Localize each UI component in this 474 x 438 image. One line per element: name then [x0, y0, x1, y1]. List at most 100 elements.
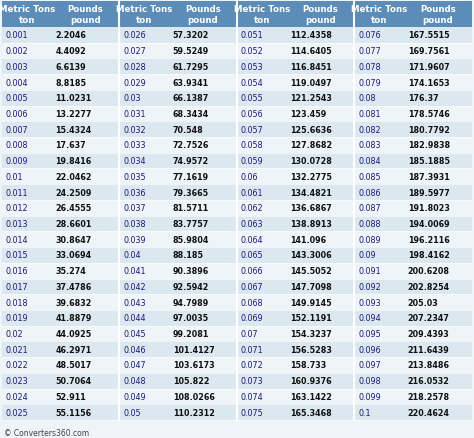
Text: 0.067: 0.067 [241, 282, 264, 291]
Text: 125.6636: 125.6636 [291, 125, 332, 134]
Bar [237, 169, 355, 185]
Text: 178.5746: 178.5746 [408, 110, 450, 119]
Bar [237, 201, 355, 216]
Bar [119, 404, 237, 420]
Text: pound: pound [423, 16, 453, 25]
Bar [355, 59, 472, 75]
Bar [2, 357, 119, 373]
Bar [119, 216, 237, 232]
Text: 24.2509: 24.2509 [55, 188, 92, 197]
Text: 0.02: 0.02 [6, 329, 24, 338]
Bar [2, 342, 119, 357]
Bar [119, 326, 237, 342]
Bar [237, 342, 355, 357]
Text: 182.9838: 182.9838 [408, 141, 450, 150]
Bar [119, 389, 237, 404]
Text: 50.7064: 50.7064 [55, 376, 91, 385]
Text: 19.8416: 19.8416 [55, 157, 91, 166]
Text: 0.097: 0.097 [358, 360, 381, 370]
Text: 68.3434: 68.3434 [173, 110, 209, 119]
Text: 11.0231: 11.0231 [55, 94, 91, 103]
Text: 0.083: 0.083 [358, 141, 381, 150]
Text: 169.7561: 169.7561 [408, 47, 449, 56]
Text: 85.9804: 85.9804 [173, 235, 209, 244]
Bar [2, 28, 119, 44]
Text: 187.3931: 187.3931 [408, 173, 450, 181]
Text: 88.185: 88.185 [173, 251, 204, 260]
Bar [119, 2, 237, 28]
Bar [119, 185, 237, 201]
Bar [2, 295, 119, 310]
Text: 63.9341: 63.9341 [173, 78, 209, 87]
Bar [2, 310, 119, 326]
Bar [2, 279, 119, 295]
Text: 74.9572: 74.9572 [173, 157, 209, 166]
Text: 0.096: 0.096 [358, 345, 381, 354]
Text: Pounds: Pounds [302, 5, 338, 14]
Text: 0.056: 0.056 [241, 110, 264, 119]
Text: 39.6832: 39.6832 [55, 298, 92, 307]
Text: Metric Tons: Metric Tons [116, 5, 173, 14]
Text: 0.033: 0.033 [124, 141, 146, 150]
Bar [237, 2, 355, 28]
Bar [2, 216, 119, 232]
Bar [237, 122, 355, 138]
Text: 0.009: 0.009 [6, 157, 28, 166]
Text: 0.021: 0.021 [6, 345, 28, 354]
Text: 37.4786: 37.4786 [55, 282, 91, 291]
Bar [2, 263, 119, 279]
Text: 176.37: 176.37 [408, 94, 438, 103]
Text: 143.3006: 143.3006 [291, 251, 332, 260]
Text: 138.8913: 138.8913 [291, 219, 332, 229]
Text: 0.03: 0.03 [124, 94, 141, 103]
Text: 52.911: 52.911 [55, 392, 86, 401]
Bar [237, 295, 355, 310]
Bar [355, 389, 472, 404]
Text: 0.026: 0.026 [124, 31, 146, 40]
Text: 202.8254: 202.8254 [408, 282, 450, 291]
Text: 66.1387: 66.1387 [173, 94, 209, 103]
Text: 134.4821: 134.4821 [291, 188, 332, 197]
Text: 61.7295: 61.7295 [173, 63, 209, 72]
Bar [355, 91, 472, 106]
Text: 0.088: 0.088 [358, 219, 381, 229]
Text: 136.6867: 136.6867 [291, 204, 332, 213]
Text: 0.082: 0.082 [358, 125, 381, 134]
Text: ton: ton [254, 16, 270, 25]
Bar [119, 263, 237, 279]
Text: 0.068: 0.068 [241, 298, 264, 307]
Bar [355, 185, 472, 201]
Text: 218.2578: 218.2578 [408, 392, 450, 401]
Text: 194.0069: 194.0069 [408, 219, 449, 229]
Text: 0.034: 0.034 [124, 157, 146, 166]
Text: 97.0035: 97.0035 [173, 314, 209, 322]
Text: 6.6139: 6.6139 [55, 63, 86, 72]
Bar [355, 106, 472, 122]
Bar [119, 232, 237, 247]
Text: 0.099: 0.099 [358, 392, 381, 401]
Text: 0.089: 0.089 [358, 235, 381, 244]
Text: 77.1619: 77.1619 [173, 173, 209, 181]
Text: 160.9376: 160.9376 [291, 376, 332, 385]
Text: 0.005: 0.005 [6, 94, 28, 103]
Text: 213.8486: 213.8486 [408, 360, 450, 370]
Text: 0.046: 0.046 [124, 345, 146, 354]
Bar [355, 263, 472, 279]
Text: 0.052: 0.052 [241, 47, 264, 56]
Bar [2, 122, 119, 138]
Text: 70.548: 70.548 [173, 125, 204, 134]
Text: 156.5283: 156.5283 [291, 345, 332, 354]
Text: Metric Tons: Metric Tons [351, 5, 407, 14]
Text: 165.3468: 165.3468 [291, 408, 332, 417]
Bar [2, 232, 119, 247]
Text: 55.1156: 55.1156 [55, 408, 91, 417]
Text: 0.031: 0.031 [124, 110, 146, 119]
Bar [237, 357, 355, 373]
Bar [119, 75, 237, 91]
Text: 0.073: 0.073 [241, 376, 264, 385]
Text: 0.036: 0.036 [124, 188, 146, 197]
Text: 0.049: 0.049 [124, 392, 146, 401]
Text: 79.3665: 79.3665 [173, 188, 209, 197]
Bar [237, 389, 355, 404]
Text: 163.1422: 163.1422 [291, 392, 332, 401]
